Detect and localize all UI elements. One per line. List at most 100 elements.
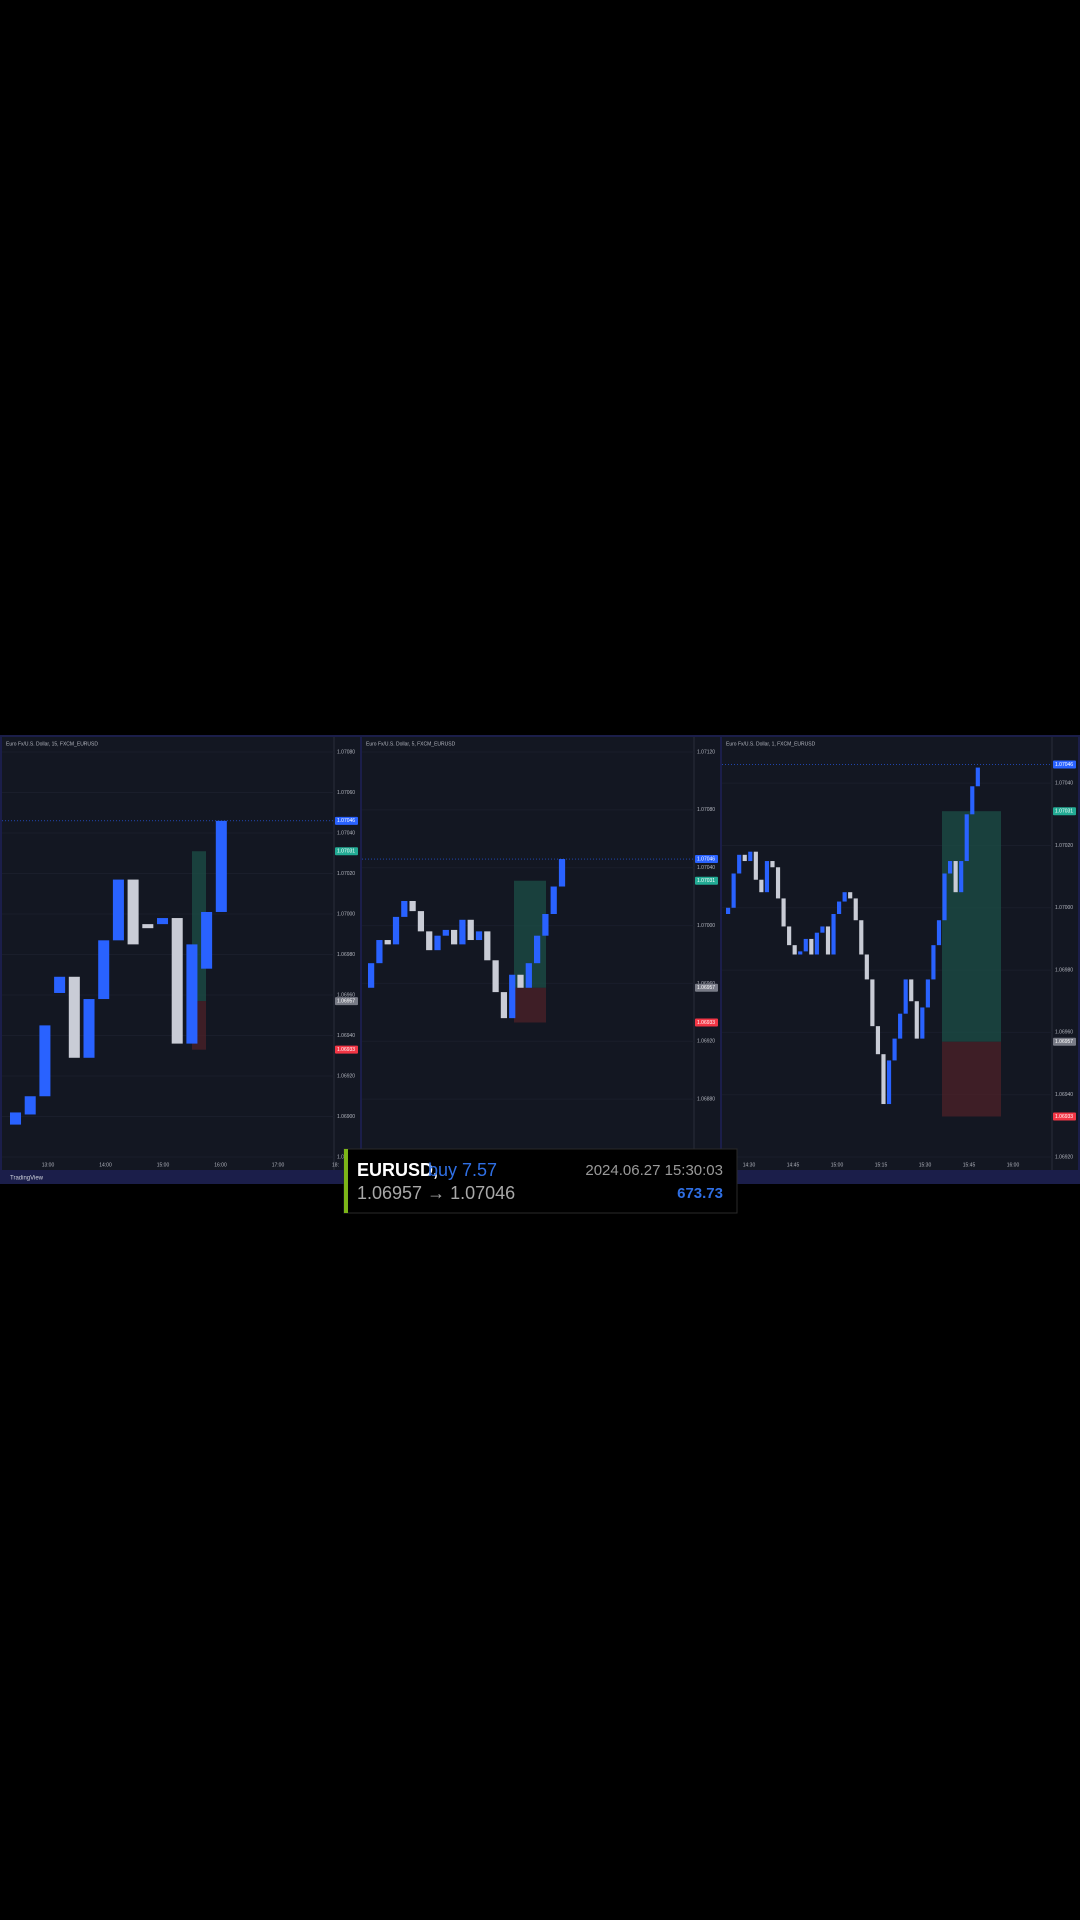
- candle-body: [775, 867, 781, 899]
- overlay-pnl: 673.73: [677, 1185, 723, 1202]
- y-tick-label: 1.07040: [1055, 780, 1073, 786]
- candle-body: [770, 861, 775, 868]
- price-tag-label: 1.07046: [1055, 762, 1073, 768]
- candle-body: [127, 879, 139, 945]
- candle-body: [925, 979, 930, 1008]
- x-tick-label: 18:: [332, 1162, 339, 1168]
- y-tick-label: 1.07000: [337, 911, 355, 917]
- y-tick-label: 1.06960: [337, 992, 355, 998]
- overlay-accent: [344, 1149, 348, 1213]
- candle-body: [831, 914, 836, 955]
- candle-body: [171, 918, 183, 1044]
- overlay-side: buy 7.57: [428, 1160, 497, 1180]
- candle-body: [870, 979, 875, 1027]
- y-tick-label: 1.07120: [697, 749, 715, 755]
- candle-body: [936, 920, 942, 946]
- candle-body: [792, 945, 797, 955]
- x-tick-label: 15:00: [831, 1162, 844, 1168]
- candle-body: [809, 938, 814, 955]
- candle-body: [748, 851, 753, 862]
- candle-body: [864, 954, 869, 980]
- y-tick-label: 1.06920: [337, 1073, 355, 1079]
- x-tick-label: 14:00: [99, 1162, 112, 1168]
- candle-body: [731, 873, 736, 908]
- price-tag: [695, 855, 718, 864]
- candle-body: [781, 898, 786, 927]
- target-zone: [942, 811, 1001, 1042]
- price-tag-label: 1.07031: [1055, 809, 1073, 815]
- overlay-symbol: EURUSD,: [357, 1160, 438, 1180]
- candle-body: [970, 786, 975, 815]
- candle-body: [853, 898, 858, 921]
- price-tag: [335, 847, 358, 856]
- trade-overlay: EURUSD, buy 7.57 2024.06.27 15:30:03 1.0…: [343, 1148, 738, 1214]
- x-tick-label: 15:00: [157, 1162, 170, 1168]
- candle-body: [517, 974, 524, 988]
- y-tick-label: 1.06960: [697, 981, 715, 987]
- y-tick-label: 1.06920: [697, 1039, 715, 1045]
- x-tick-label: 16:00: [214, 1162, 227, 1168]
- candle-body: [142, 924, 154, 929]
- candle-body: [848, 892, 853, 899]
- candle-body: [500, 992, 508, 1019]
- candle-body: [759, 879, 764, 893]
- x-tick-label: 14:30: [743, 1162, 756, 1168]
- candle-body: [475, 931, 483, 941]
- candle-body: [859, 920, 864, 955]
- y-tick-label: 1.07020: [337, 871, 355, 877]
- candle-body: [186, 944, 198, 1044]
- candle-body: [442, 929, 449, 936]
- candle-body: [931, 945, 936, 980]
- price-tag: [1053, 1037, 1076, 1046]
- y-tick-label: 1.06980: [1055, 967, 1073, 973]
- y-tick-label: 1.06920: [1055, 1154, 1073, 1160]
- overlay-box: [343, 1148, 738, 1214]
- candle-body: [909, 979, 914, 1002]
- candle-body: [753, 851, 758, 880]
- price-tag-label: 1.06933: [697, 1020, 715, 1026]
- candle-body: [942, 873, 947, 921]
- candle-body: [201, 911, 213, 969]
- x-tick-label: 17:00: [272, 1162, 285, 1168]
- price-tag-label: 1.06957: [337, 998, 355, 1004]
- y-tick-label: 1.07020: [1055, 843, 1073, 849]
- candle-body: [886, 1060, 892, 1105]
- candle-body: [550, 886, 557, 914]
- price-tag-label: 1.06933: [337, 1047, 355, 1053]
- candle-body: [914, 1001, 919, 1039]
- price-tag-label: 1.07031: [697, 878, 715, 884]
- candle-body: [764, 861, 770, 893]
- candle-body: [892, 1038, 897, 1061]
- price-tag: [695, 983, 718, 992]
- candle-body: [215, 820, 227, 912]
- candle-body: [726, 907, 731, 914]
- candle-body: [24, 1096, 36, 1115]
- panel: [722, 737, 1078, 1170]
- candle-body: [376, 940, 383, 964]
- x-tick-label: 15:15: [875, 1162, 888, 1168]
- candle-body: [39, 1025, 51, 1097]
- y-tick-label: 1.07000: [697, 923, 715, 929]
- candle-body: [54, 976, 66, 993]
- candle-body: [964, 814, 969, 862]
- y-tick-label: 1.07000: [1055, 905, 1073, 911]
- candle-body: [814, 932, 819, 955]
- price-tag: [335, 997, 358, 1006]
- price-tag-label: 1.07046: [697, 856, 715, 862]
- panel-header: Euro Fx/U.S. Dollar, 1, FXCM_EURUSD: [726, 741, 816, 747]
- x-tick-label: 15:30: [919, 1162, 932, 1168]
- y-tick-label: 1.06940: [337, 1033, 355, 1039]
- candle-body: [948, 861, 953, 874]
- price-tag: [335, 1045, 358, 1054]
- candle-body: [875, 1026, 881, 1055]
- price-tag-label: 1.06957: [697, 985, 715, 991]
- candle-body: [742, 854, 747, 862]
- y-tick-label: 1.06900: [337, 1114, 355, 1120]
- candle-body: [820, 926, 825, 933]
- overlay-prices: 1.06957 → 1.07046: [357, 1183, 515, 1203]
- candle-body: [112, 879, 124, 941]
- candle-body: [83, 999, 95, 1058]
- candle-body: [837, 901, 842, 914]
